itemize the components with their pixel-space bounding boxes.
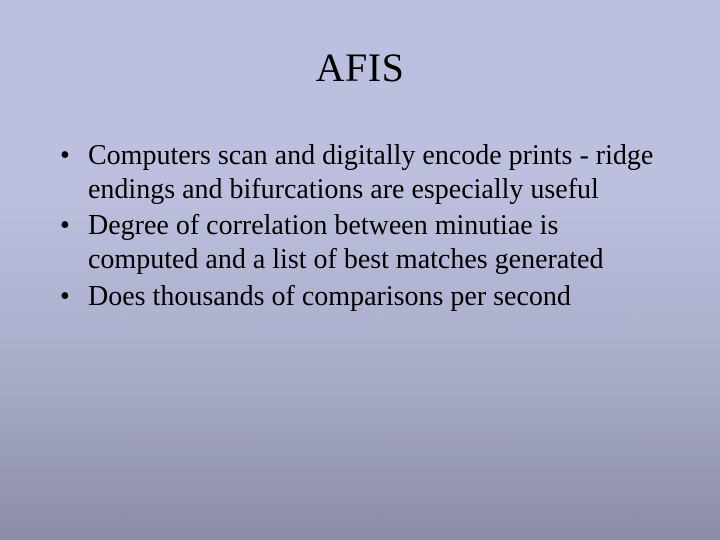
bullet-list: Computers scan and digitally encode prin… — [0, 91, 720, 314]
list-item: Computers scan and digitally encode prin… — [58, 139, 660, 207]
slide: AFIS Computers scan and digitally encode… — [0, 0, 720, 540]
slide-title: AFIS — [0, 0, 720, 91]
list-item: Degree of correlation between minutiae i… — [58, 209, 660, 277]
list-item: Does thousands of comparisons per second — [58, 280, 660, 314]
